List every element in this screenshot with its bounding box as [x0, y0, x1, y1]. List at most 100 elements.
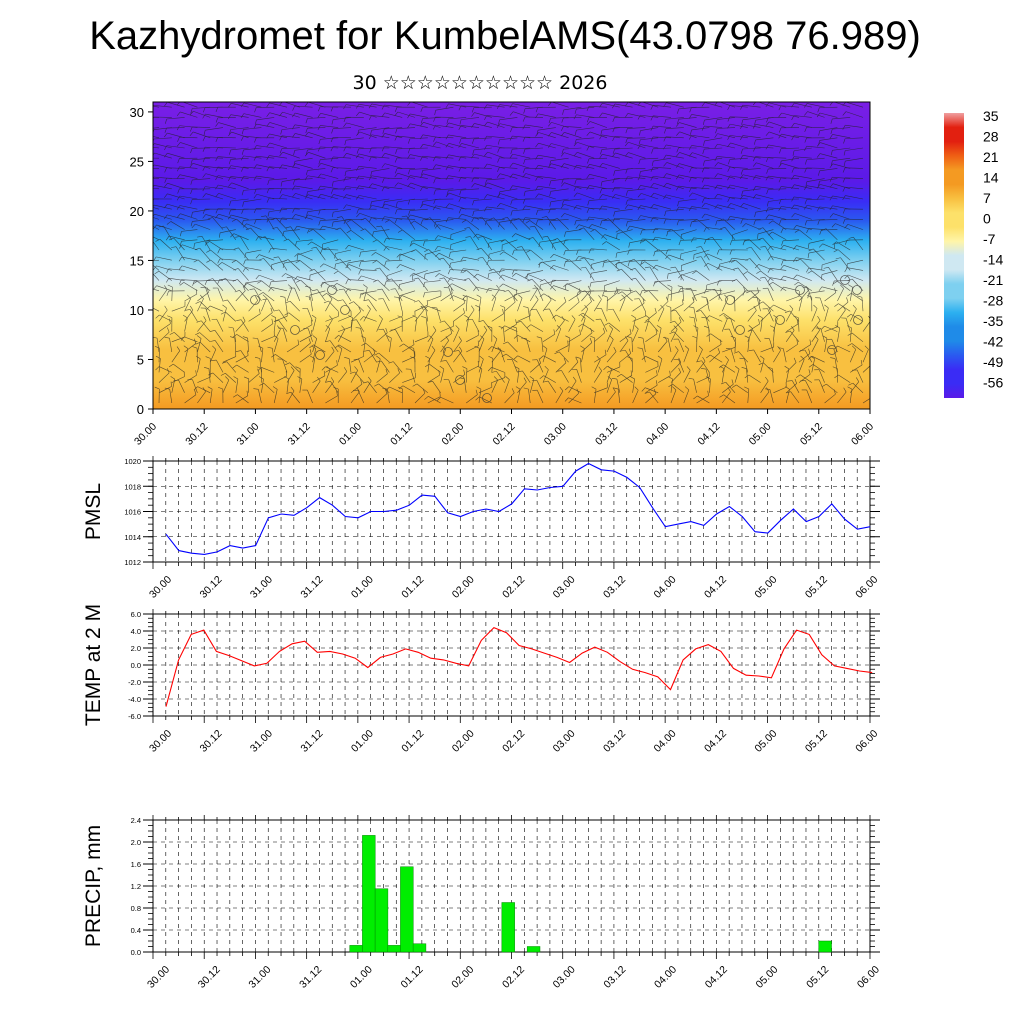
wind-barb-flag: [727, 166, 731, 172]
wind-barb: [525, 124, 544, 128]
wind-barb: [806, 157, 825, 161]
wind-barb-flag: [210, 340, 216, 342]
wind-barb-flag: [231, 259, 237, 263]
wind-barb: [230, 176, 249, 179]
wind-barb-flag: [439, 391, 441, 397]
wind-barb: [806, 219, 825, 221]
wind-barb-flag: [267, 179, 270, 185]
wind-barb: [312, 358, 315, 373]
wind-barb: [717, 204, 736, 210]
wind-barb-flag: [484, 135, 487, 141]
wind-barb: [307, 188, 326, 192]
wind-barb-flag: [262, 298, 268, 300]
wind-barb-flag: [266, 166, 270, 172]
wind-barb: [307, 127, 326, 129]
wind-barb: [422, 186, 441, 190]
wind-barb-flag: [550, 285, 554, 290]
wind-barb-flag: [202, 166, 206, 171]
wind-barb: [742, 135, 761, 139]
wind-barb-flag: [784, 310, 790, 313]
wind-barb: [576, 219, 595, 221]
wind-barb: [320, 106, 339, 108]
wind-barb: [325, 369, 331, 383]
wind-barb: [182, 244, 198, 251]
wind-barb-flag: [381, 153, 386, 158]
wind-barb: [760, 346, 774, 353]
wind-barb-flag: [279, 207, 283, 213]
wind-barb: [171, 286, 173, 302]
wind-barb: [173, 237, 185, 251]
wind-barb-flag: [285, 300, 291, 304]
wind-barb-flag: [472, 149, 475, 155]
wind-barb-flag: [279, 152, 284, 157]
wind-barb: [329, 340, 339, 353]
wind-barb-flag: [236, 319, 242, 321]
wind-barb: [384, 146, 403, 149]
wind-barb: [153, 187, 160, 190]
wind-barb-flag: [331, 181, 334, 187]
wind-barb: [772, 231, 787, 241]
wind-barb: [504, 392, 515, 404]
wind-barb-flag: [344, 171, 347, 177]
wind-barb-flag: [834, 303, 839, 307]
wind-barb-flag: [760, 246, 766, 248]
wind-barb-flag: [740, 219, 743, 224]
wind-barb-flag: [765, 144, 769, 150]
wind-barb-flag: [207, 386, 213, 390]
wind-barb-flag: [432, 156, 436, 162]
wind-barb: [269, 133, 288, 139]
wind-barb: [517, 381, 527, 393]
wind-barb: [153, 288, 160, 292]
wind-barb-flag: [166, 268, 169, 274]
wind-barb-flag: [279, 102, 283, 106]
y-tick-label: 2.4: [131, 816, 141, 825]
wind-barb-flag: [522, 124, 526, 130]
wind-barb-flag: [356, 175, 360, 181]
wind-barb: [580, 358, 582, 373]
wind-barb: [478, 368, 483, 383]
wind-barb-flag: [331, 346, 335, 352]
wind-barb: [602, 154, 620, 159]
wind-barb-flag: [317, 185, 321, 191]
wind-barb: [325, 395, 338, 404]
wind-barb-flag: [460, 268, 464, 274]
wind-barb: [153, 136, 160, 139]
wind-barb: [755, 219, 774, 221]
wind-barb-flag: [631, 314, 636, 319]
wind-barb: [481, 216, 493, 230]
wind-barb-flag: [615, 263, 618, 269]
wind-barb: [750, 290, 761, 302]
wind-barb: [655, 264, 672, 271]
wind-barb-flag: [258, 308, 261, 314]
wind-barb-flag: [653, 281, 656, 287]
wind-barb: [216, 318, 224, 332]
wind-barb: [341, 216, 352, 230]
x-tick-label: 02.00: [450, 728, 477, 755]
wind-barb: [729, 166, 748, 169]
wind-barb: [486, 135, 505, 139]
wind-barb: [819, 127, 838, 131]
wind-barb: [653, 204, 672, 210]
wind-barb-flag: [279, 148, 283, 154]
wind-barb-flag: [692, 335, 698, 339]
wind-barb: [350, 311, 362, 322]
wind-barb: [153, 241, 160, 251]
wind-barb-flag: [322, 293, 327, 297]
wind-barb-flag: [791, 325, 795, 331]
wind-barb: [261, 298, 267, 312]
wind-barb-flag: [363, 284, 368, 288]
wind-barb-flag: [145, 237, 150, 238]
wind-barb-flag: [794, 229, 800, 233]
wind-barb-flag: [343, 367, 348, 372]
wind-barb-flag: [637, 175, 641, 181]
wind-barb: [478, 297, 482, 312]
wind-barb: [760, 358, 765, 373]
x-tick-label: 31.00: [248, 574, 275, 601]
wind-barb: [640, 175, 659, 179]
wind-barb-flag: [232, 364, 237, 369]
wind-barb-flag: [779, 219, 782, 225]
wind-barb: [693, 307, 697, 322]
wind-barb: [212, 217, 224, 230]
wind-barb: [237, 394, 249, 404]
wind-barb-flag: [503, 289, 509, 293]
